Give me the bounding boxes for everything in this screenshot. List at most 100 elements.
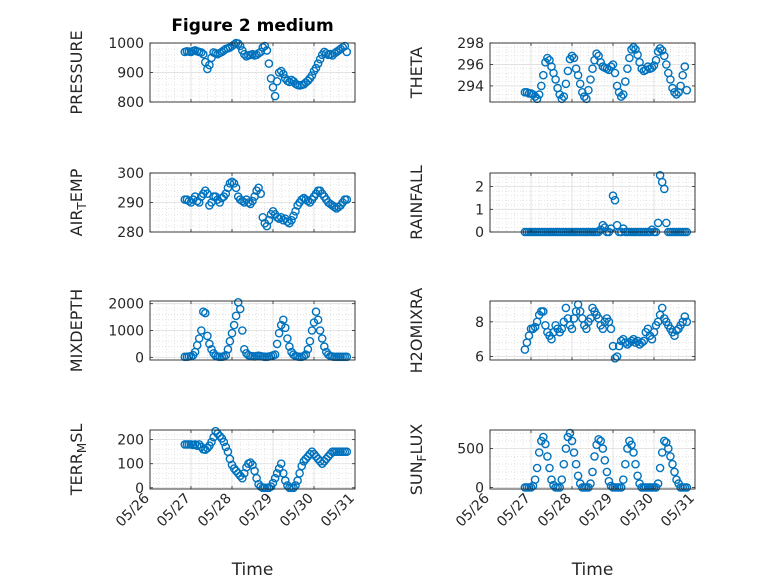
y-tick-label: 8: [475, 315, 484, 331]
data-point: [280, 323, 290, 333]
data-point: [676, 81, 685, 91]
data-point: [532, 463, 542, 473]
data-point: [588, 467, 597, 477]
subplot-pressure: 800 900 1000 PRESSURE Figure 2 medium: [67, 16, 356, 115]
data-point: [260, 41, 270, 51]
data-point: [283, 334, 292, 343]
data-point: [313, 59, 323, 68]
data-point: [301, 350, 311, 359]
data-point: [311, 63, 321, 73]
data-point: [233, 39, 243, 48]
axes-box: [489, 300, 696, 361]
data-point: [660, 184, 669, 194]
data-point: [342, 47, 352, 57]
data-point: [237, 473, 247, 483]
data-point: [561, 79, 571, 89]
data-point: [588, 64, 597, 73]
y-axis-label-subscript: T: [75, 202, 89, 211]
data-point: [616, 483, 626, 492]
data-point: [215, 431, 224, 441]
data-point: [565, 428, 575, 438]
data-point: [655, 463, 665, 473]
data-point: [604, 476, 614, 486]
data-point: [606, 324, 616, 334]
data-point: [342, 447, 352, 457]
data-point: [627, 336, 636, 346]
data-point: [586, 75, 595, 84]
data-point: [307, 326, 317, 335]
data-point: [528, 324, 538, 334]
data-point: [205, 339, 214, 349]
data-point: [231, 311, 241, 321]
data-point: [303, 196, 313, 206]
data-point: [239, 49, 249, 59]
data-point: [662, 218, 671, 228]
data-point: [315, 54, 325, 64]
y-axis-label-subscript: F: [415, 454, 429, 461]
data-point: [229, 320, 239, 330]
data-point: [530, 92, 540, 101]
subplot-terr-msl: 0 100 200 05/26 05/27 05/28 05/29 05/30 05/31 TER…: [67, 424, 358, 580]
data-point: [229, 178, 239, 188]
y-tick-label: 298: [457, 36, 484, 52]
data-point: [227, 328, 237, 338]
data-point: [278, 315, 288, 325]
y-tick-label: 296: [457, 57, 484, 73]
y-axis-label-rest: EMP: [67, 168, 86, 202]
data-point: [672, 90, 681, 99]
axes-box: [489, 42, 696, 103]
data-point: [223, 344, 233, 354]
data-point: [315, 326, 325, 335]
data-point: [627, 45, 636, 54]
data-point: [231, 183, 241, 193]
data-point: [330, 202, 339, 212]
y-tick-label: 6: [475, 350, 484, 366]
data-point: [670, 331, 679, 341]
data-point: [670, 88, 679, 97]
data-point: [608, 191, 618, 200]
data-point: [571, 459, 581, 469]
data-point: [606, 62, 616, 71]
data-point: [307, 71, 317, 80]
data-point: [664, 444, 673, 453]
data-point: [625, 53, 634, 63]
data-point: [621, 77, 630, 86]
y-tick-label: 1000: [108, 36, 144, 52]
data-point: [653, 479, 663, 488]
data-point: [198, 49, 208, 59]
data-point: [246, 458, 255, 467]
data-point: [598, 444, 608, 453]
data-point: [666, 452, 675, 461]
data-point: [207, 437, 216, 447]
data-point: [289, 483, 298, 493]
axes-box: [489, 172, 696, 233]
data-point: [278, 69, 288, 79]
data-point: [567, 324, 577, 334]
y-tick-label: 0: [475, 480, 484, 496]
axes-box: [489, 429, 696, 490]
data-point: [657, 303, 667, 313]
data-point: [272, 339, 282, 349]
data-point: [651, 55, 661, 65]
data-point: [254, 49, 263, 58]
data-point: [631, 45, 640, 54]
y-tick-label: 1000: [108, 324, 144, 340]
data-point: [555, 483, 565, 492]
data-point: [596, 436, 606, 446]
subplot-h2omixra: 6 8 H2OMIXRA: [407, 288, 696, 373]
data-point: [629, 43, 638, 52]
data-point: [256, 189, 266, 198]
data-point: [237, 326, 247, 335]
data-point: [647, 63, 657, 72]
x-tick-label: 05/27: [494, 491, 534, 531]
data-point: [569, 448, 579, 457]
x-axis-label: Time: [571, 560, 614, 580]
data-point: [633, 50, 642, 60]
y-axis-label: MIXDEPTH: [67, 289, 86, 372]
data-point: [592, 49, 601, 59]
data-point: [672, 326, 681, 335]
x-tick-label: 05/30: [617, 491, 657, 531]
data-point: [670, 467, 679, 477]
data-point: [313, 315, 323, 325]
data-point: [285, 342, 294, 351]
